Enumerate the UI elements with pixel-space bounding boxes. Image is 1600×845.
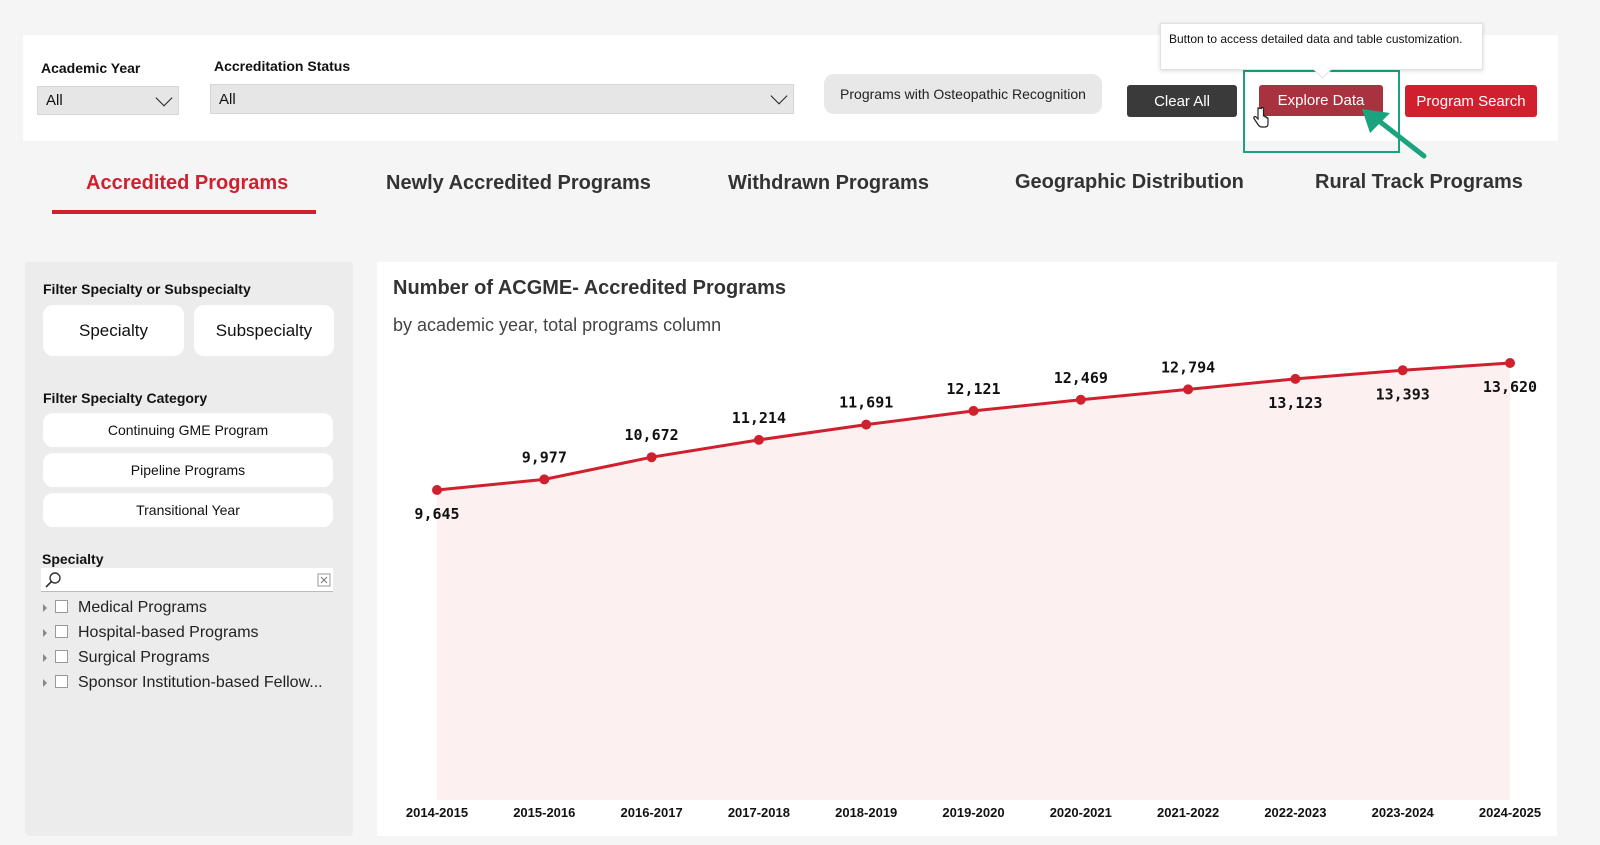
x-tick-label: 2020-2021 bbox=[1050, 805, 1112, 820]
tab-geographic-distribution[interactable]: Geographic Distribution bbox=[1015, 171, 1244, 193]
academic-year-value: All bbox=[46, 92, 63, 109]
data-label: 12,121 bbox=[946, 380, 1000, 398]
clear-all-button[interactable]: Clear All bbox=[1127, 85, 1237, 117]
tab-withdrawn-programs[interactable]: Withdrawn Programs bbox=[728, 172, 929, 194]
program-search-button[interactable]: Program Search bbox=[1405, 85, 1537, 117]
data-label: 11,691 bbox=[839, 394, 893, 412]
accreditation-status-dropdown[interactable]: All bbox=[210, 84, 794, 114]
data-label: 12,469 bbox=[1054, 369, 1108, 387]
data-point[interactable] bbox=[646, 452, 657, 463]
expand-caret-icon[interactable] bbox=[43, 654, 47, 662]
chart-subtitle: by academic year, total programs column bbox=[393, 315, 722, 335]
x-tick-label: 2015-2016 bbox=[513, 805, 575, 820]
search-icon bbox=[45, 572, 61, 588]
clear-search-icon[interactable] bbox=[317, 573, 331, 587]
data-point[interactable] bbox=[539, 474, 550, 485]
accreditation-status-value: All bbox=[219, 90, 236, 108]
data-point[interactable] bbox=[968, 405, 979, 416]
data-point[interactable] bbox=[1075, 394, 1086, 405]
x-tick-label: 2016-2017 bbox=[621, 805, 683, 820]
expand-caret-icon[interactable] bbox=[43, 629, 47, 637]
area-fill bbox=[437, 363, 1510, 800]
category-transitional-year-button[interactable]: Transitional Year bbox=[43, 493, 333, 527]
data-label: 12,794 bbox=[1161, 358, 1215, 376]
data-point[interactable] bbox=[1183, 384, 1194, 395]
data-point[interactable] bbox=[1505, 358, 1515, 368]
tree-item-label: Surgical Programs bbox=[78, 649, 210, 666]
data-label: 13,123 bbox=[1268, 394, 1322, 412]
chart-title: Number of ACGME- Accredited Programs bbox=[393, 277, 787, 299]
tree-item-sponsor-institution[interactable]: Sponsor Institution-based Fellow... bbox=[43, 673, 323, 693]
accreditation-status-label: Accreditation Status bbox=[214, 58, 351, 74]
tab-newly-accredited-programs[interactable]: Newly Accredited Programs bbox=[386, 172, 651, 194]
filter-category-title: Filter Specialty Category bbox=[43, 390, 208, 406]
data-label: 9,977 bbox=[522, 448, 567, 466]
expand-caret-icon[interactable] bbox=[43, 679, 47, 687]
expand-caret-icon[interactable] bbox=[43, 604, 47, 612]
tree-item-surgical-programs[interactable]: Surgical Programs bbox=[43, 648, 210, 668]
tree-item-label: Sponsor Institution-based Fellow... bbox=[78, 674, 323, 691]
data-point[interactable] bbox=[753, 434, 764, 445]
checkbox[interactable] bbox=[55, 649, 68, 663]
x-tick-label: 2017-2018 bbox=[728, 805, 790, 820]
category-pipeline-programs-button[interactable]: Pipeline Programs bbox=[43, 453, 333, 487]
x-tick-label: 2019-2020 bbox=[942, 805, 1004, 820]
explore-data-button[interactable]: Explore Data bbox=[1259, 85, 1383, 116]
checkbox[interactable] bbox=[55, 599, 68, 613]
pointer-arrow-icon bbox=[1362, 109, 1427, 159]
academic-year-label: Academic Year bbox=[41, 60, 141, 76]
active-tab-indicator bbox=[52, 210, 316, 214]
data-label: 11,214 bbox=[732, 409, 786, 427]
x-tick-label: 2018-2019 bbox=[835, 805, 897, 820]
x-tick-label: 2023-2024 bbox=[1372, 805, 1435, 820]
specialty-toggle-button[interactable]: Specialty bbox=[43, 305, 184, 356]
hand-cursor-icon bbox=[1253, 106, 1269, 128]
tab-accredited-programs[interactable]: Accredited Programs bbox=[86, 172, 289, 194]
tree-item-label: Medical Programs bbox=[78, 599, 207, 616]
tree-item-medical-programs[interactable]: Medical Programs bbox=[43, 598, 207, 618]
x-tick-label: 2024-2025 bbox=[1479, 805, 1541, 820]
tree-item-hospital-based-programs[interactable]: Hospital-based Programs bbox=[43, 623, 259, 643]
explore-data-tooltip: Button to access detailed data and table… bbox=[1160, 23, 1483, 70]
x-tick-label: 2021-2022 bbox=[1157, 805, 1219, 820]
data-point[interactable] bbox=[861, 419, 872, 430]
data-label: 10,672 bbox=[625, 426, 679, 444]
checkbox[interactable] bbox=[55, 624, 68, 638]
category-continuing-gme-button[interactable]: Continuing GME Program bbox=[43, 413, 333, 447]
specialty-search-input[interactable] bbox=[41, 568, 333, 592]
data-point[interactable] bbox=[432, 485, 442, 495]
specialty-list-title: Specialty bbox=[42, 551, 104, 567]
x-tick-label: 2022-2023 bbox=[1264, 805, 1326, 820]
tab-rural-track-programs[interactable]: Rural Track Programs bbox=[1315, 171, 1523, 193]
checkbox[interactable] bbox=[55, 674, 68, 688]
filter-specialty-title: Filter Specialty or Subspecialty bbox=[43, 281, 251, 297]
data-point[interactable] bbox=[1397, 365, 1408, 376]
tab-bar: Accredited Programs Newly Accredited Pro… bbox=[0, 160, 1600, 220]
osteopathic-recognition-button[interactable]: Programs with Osteopathic Recognition bbox=[824, 74, 1102, 114]
left-filter-panel bbox=[25, 262, 353, 836]
data-label: 9,645 bbox=[414, 505, 459, 523]
academic-year-dropdown[interactable]: All bbox=[37, 86, 179, 115]
subspecialty-toggle-button[interactable]: Subspecialty bbox=[194, 305, 334, 356]
data-label: 13,620 bbox=[1483, 378, 1537, 396]
data-point[interactable] bbox=[1290, 373, 1301, 384]
x-tick-label: 2014-2015 bbox=[406, 805, 468, 820]
tree-item-label: Hospital-based Programs bbox=[78, 624, 259, 641]
data-label: 13,393 bbox=[1376, 385, 1430, 403]
